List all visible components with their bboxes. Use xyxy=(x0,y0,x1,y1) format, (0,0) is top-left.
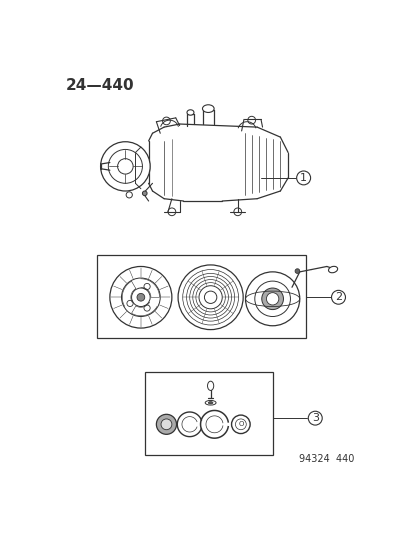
Circle shape xyxy=(178,265,242,329)
Circle shape xyxy=(331,290,344,304)
Text: 1: 1 xyxy=(299,173,306,183)
Circle shape xyxy=(137,294,145,301)
Circle shape xyxy=(308,411,321,425)
Circle shape xyxy=(142,191,147,196)
Circle shape xyxy=(161,419,171,430)
Circle shape xyxy=(126,192,132,198)
Circle shape xyxy=(109,266,171,328)
Text: 24—440: 24—440 xyxy=(66,78,134,93)
Ellipse shape xyxy=(205,400,216,405)
Circle shape xyxy=(294,269,299,273)
Ellipse shape xyxy=(187,110,194,115)
Text: 2: 2 xyxy=(334,292,341,302)
Circle shape xyxy=(296,171,310,185)
Bar xyxy=(97,255,305,338)
Text: 94324  440: 94324 440 xyxy=(298,454,353,464)
Ellipse shape xyxy=(207,381,213,391)
Text: 3: 3 xyxy=(311,413,318,423)
Circle shape xyxy=(100,142,150,191)
Ellipse shape xyxy=(208,401,212,404)
Circle shape xyxy=(266,293,278,305)
Circle shape xyxy=(245,272,299,326)
Circle shape xyxy=(204,291,216,303)
Bar xyxy=(145,372,272,455)
Ellipse shape xyxy=(328,266,337,273)
Text: O: O xyxy=(237,421,243,427)
Circle shape xyxy=(156,414,176,434)
Circle shape xyxy=(261,288,283,310)
Ellipse shape xyxy=(202,105,214,112)
